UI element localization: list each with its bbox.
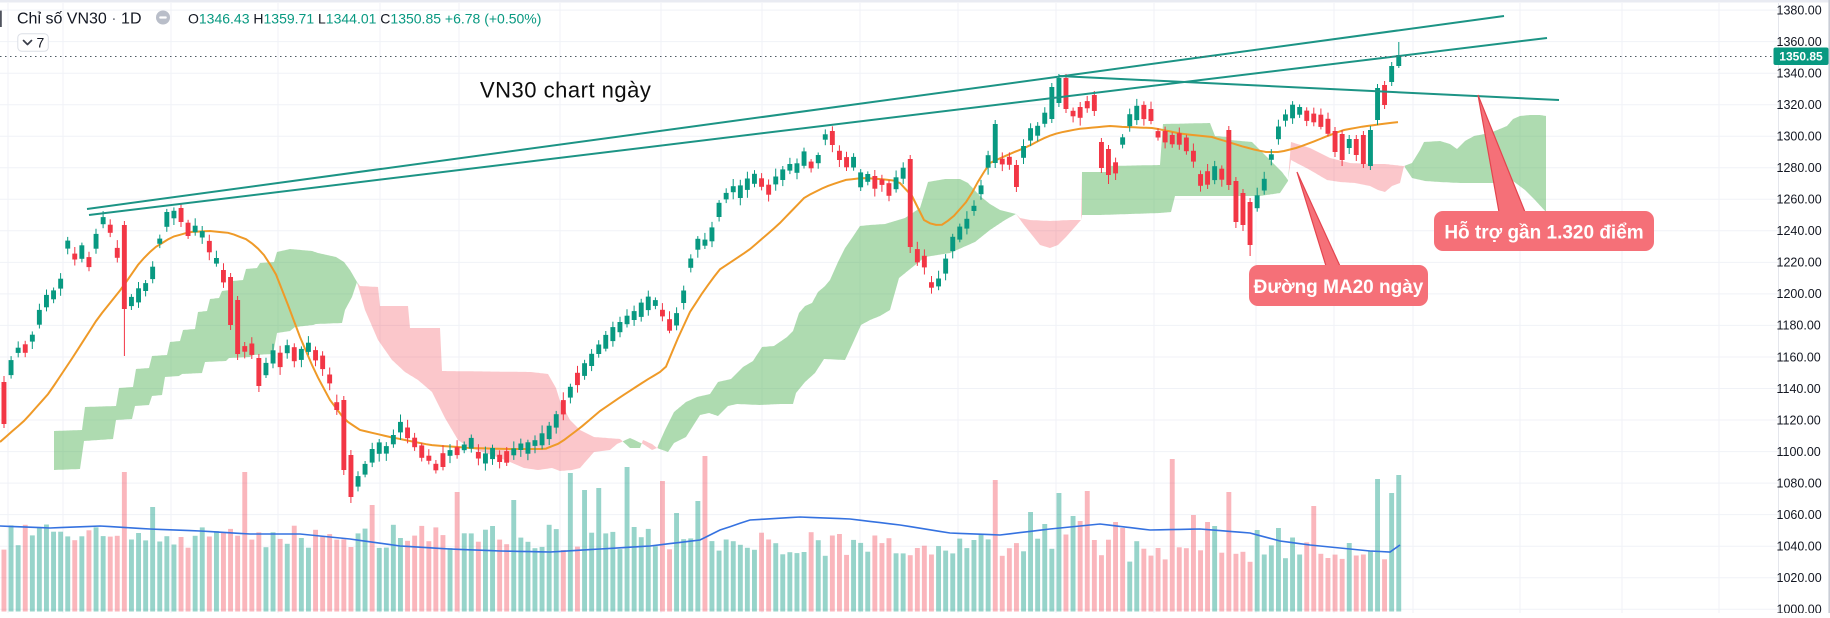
svg-text:1300.00: 1300.00 [1777, 130, 1822, 144]
svg-text:1260.00: 1260.00 [1777, 193, 1822, 207]
svg-text:1060.00: 1060.00 [1777, 508, 1822, 522]
svg-text:O1346.43 H1359.71 L1344.01 C13: O1346.43 H1359.71 L1344.01 C1350.85 +6.7… [188, 11, 541, 27]
svg-text:7: 7 [37, 34, 45, 50]
svg-text:Chỉ số VN30 · 1D: Chỉ số VN30 · 1D [17, 11, 142, 28]
svg-text:VN30 chart ngày: VN30 chart ngày [480, 78, 651, 103]
svg-text:Đường MA20 ngày: Đường MA20 ngày [1254, 277, 1424, 298]
svg-text:1000.00: 1000.00 [1777, 603, 1822, 614]
svg-text:1240.00: 1240.00 [1777, 224, 1822, 238]
svg-text:1040.00: 1040.00 [1777, 540, 1822, 554]
svg-text:1140.00: 1140.00 [1777, 382, 1821, 396]
svg-text:1160.00: 1160.00 [1777, 350, 1821, 364]
svg-text:Hỗ trợ gần 1.320 điểm: Hỗ trợ gần 1.320 điểm [1444, 222, 1643, 244]
svg-text:1280.00: 1280.00 [1777, 161, 1822, 175]
svg-text:1100.00: 1100.00 [1777, 445, 1821, 459]
svg-text:1350.85: 1350.85 [1779, 50, 1823, 64]
svg-text:1020.00: 1020.00 [1777, 571, 1822, 585]
svg-text:1220.00: 1220.00 [1777, 256, 1822, 270]
svg-text:1320.00: 1320.00 [1777, 98, 1822, 112]
svg-text:1200.00: 1200.00 [1777, 287, 1822, 301]
svg-text:1180.00: 1180.00 [1777, 319, 1821, 333]
svg-text:1360.00: 1360.00 [1777, 35, 1822, 49]
svg-text:1080.00: 1080.00 [1777, 476, 1822, 490]
svg-text:1380.00: 1380.00 [1777, 3, 1822, 17]
svg-text:1340.00: 1340.00 [1777, 67, 1822, 81]
svg-text:1120.00: 1120.00 [1777, 413, 1821, 427]
